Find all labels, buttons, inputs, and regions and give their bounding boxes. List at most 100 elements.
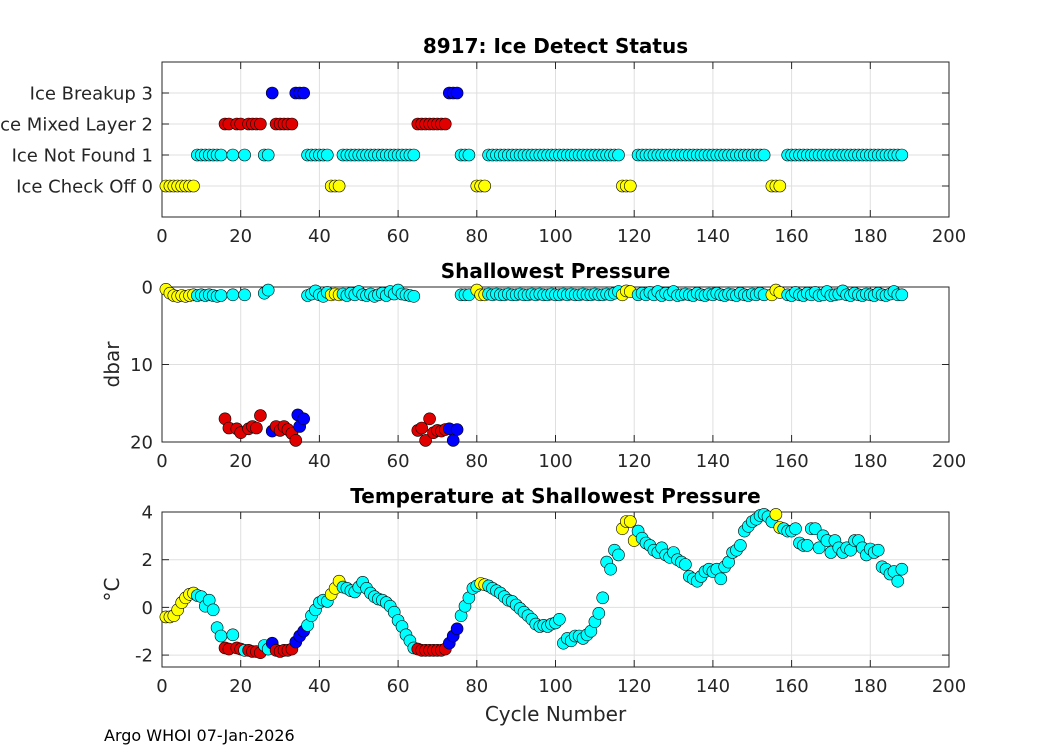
y-tick-label: Ice Check Off 0 bbox=[16, 177, 153, 198]
data-point bbox=[289, 434, 303, 447]
x-tick-label: 140 bbox=[696, 676, 730, 697]
data-point bbox=[226, 288, 240, 302]
x-tick-label: 40 bbox=[308, 451, 331, 472]
x-tick-label: 40 bbox=[308, 676, 331, 697]
x-tick-label: 20 bbox=[229, 676, 252, 697]
x-tick-label: 180 bbox=[853, 676, 887, 697]
data-point bbox=[679, 558, 692, 571]
x-tick-label: 160 bbox=[774, 226, 808, 247]
x-tick-label: 100 bbox=[538, 676, 572, 697]
data-point bbox=[415, 421, 429, 435]
data-point bbox=[407, 289, 421, 303]
panel-ice-status: 0 20 40 60 80 100 120 140 160 180 200 Ice Check Off… bbox=[0, 34, 966, 247]
x-tick-label: 180 bbox=[853, 226, 887, 247]
data-point bbox=[450, 423, 464, 436]
data-point bbox=[895, 148, 909, 162]
x-tick-label: 80 bbox=[465, 451, 488, 472]
x-tick-label: 80 bbox=[465, 226, 488, 247]
data-point bbox=[214, 289, 228, 302]
x-tick-label: 140 bbox=[696, 226, 730, 247]
chart-title: 8917: Ice Detect Status bbox=[423, 34, 688, 58]
y-axis-label: °C bbox=[100, 578, 124, 602]
x-tick-label: 0 bbox=[156, 676, 167, 697]
data-point bbox=[596, 591, 610, 605]
y-tick-label: Ice Breakup 3 bbox=[30, 84, 153, 105]
panel-pressure: 0 20 40 60 80 100 120 140 160 180 20001020Shallowe… bbox=[100, 259, 966, 472]
x-tick-label: 20 bbox=[229, 226, 252, 247]
x-tick-label: 200 bbox=[932, 226, 966, 247]
data-point bbox=[808, 522, 822, 536]
y-tick-label: Ice Not Found 1 bbox=[12, 146, 153, 167]
data-point bbox=[891, 574, 905, 588]
chart-title: Shallowest Pressure bbox=[441, 259, 671, 283]
data-points bbox=[159, 86, 909, 193]
data-point bbox=[332, 179, 346, 193]
data-point bbox=[612, 548, 625, 562]
data-point bbox=[238, 288, 251, 302]
x-axis-label: Cycle Number bbox=[485, 702, 627, 726]
data-point bbox=[226, 148, 240, 162]
data-points bbox=[159, 282, 909, 447]
data-point bbox=[895, 288, 909, 302]
x-tick-label: 140 bbox=[696, 451, 730, 472]
x-tick-label: 120 bbox=[617, 676, 651, 697]
x-tick-label: 80 bbox=[465, 676, 488, 697]
y-tick-label: -2 bbox=[135, 646, 153, 667]
data-point bbox=[623, 179, 637, 193]
data-point bbox=[773, 179, 787, 193]
data-point bbox=[187, 179, 200, 193]
footer-credit: Argo WHOI 07-Jan-2026 bbox=[104, 726, 295, 745]
data-point bbox=[214, 148, 228, 162]
data-point bbox=[206, 603, 220, 617]
data-point bbox=[254, 117, 267, 131]
y-tick-label: 2 bbox=[142, 550, 153, 571]
data-point bbox=[450, 86, 464, 100]
y-tick-label: 20 bbox=[130, 433, 153, 454]
chart-title: Temperature at Shallowest Pressure bbox=[350, 484, 760, 508]
y-tick-label: 0 bbox=[142, 278, 153, 299]
data-point bbox=[612, 148, 625, 162]
data-point bbox=[320, 148, 334, 162]
y-axis-label: dbar bbox=[100, 341, 124, 388]
data-point bbox=[714, 572, 728, 586]
x-tick-label: 200 bbox=[932, 676, 966, 697]
x-tick-label: 0 bbox=[156, 226, 167, 247]
data-point bbox=[623, 515, 637, 528]
data-points bbox=[159, 508, 909, 660]
data-point bbox=[214, 629, 228, 643]
y-tick-label: 0 bbox=[142, 598, 153, 619]
x-tick-label: 120 bbox=[617, 451, 651, 472]
data-point bbox=[423, 412, 436, 426]
data-point bbox=[438, 117, 452, 131]
x-tick-label: 180 bbox=[853, 451, 887, 472]
data-point bbox=[789, 522, 802, 536]
data-point bbox=[297, 412, 311, 426]
data-point bbox=[285, 117, 299, 131]
x-tick-label: 160 bbox=[774, 451, 808, 472]
data-point bbox=[261, 148, 275, 162]
data-point bbox=[734, 539, 747, 552]
data-point bbox=[226, 628, 240, 642]
y-tick-label: 4 bbox=[142, 503, 153, 524]
x-tick-label: 100 bbox=[538, 451, 572, 472]
panel-temperature: 0 20 40 60 80 100 120 140 160 180 200-2024Temperat… bbox=[100, 484, 966, 726]
y-tick-label: 10 bbox=[130, 355, 153, 376]
data-point bbox=[407, 148, 421, 162]
data-point bbox=[419, 434, 432, 447]
data-point bbox=[478, 179, 492, 193]
x-tick-label: 20 bbox=[229, 451, 252, 472]
data-point bbox=[812, 541, 826, 555]
x-tick-label: 120 bbox=[617, 226, 651, 247]
data-point bbox=[297, 86, 311, 100]
x-tick-label: 60 bbox=[387, 676, 410, 697]
data-point bbox=[553, 612, 566, 626]
x-tick-label: 200 bbox=[932, 451, 966, 472]
data-point bbox=[769, 508, 783, 521]
y-tick-label: Ice Mixed Layer 2 bbox=[0, 115, 153, 136]
x-tick-label: 60 bbox=[387, 451, 410, 472]
data-point bbox=[800, 539, 814, 552]
x-tick-label: 40 bbox=[308, 226, 331, 247]
